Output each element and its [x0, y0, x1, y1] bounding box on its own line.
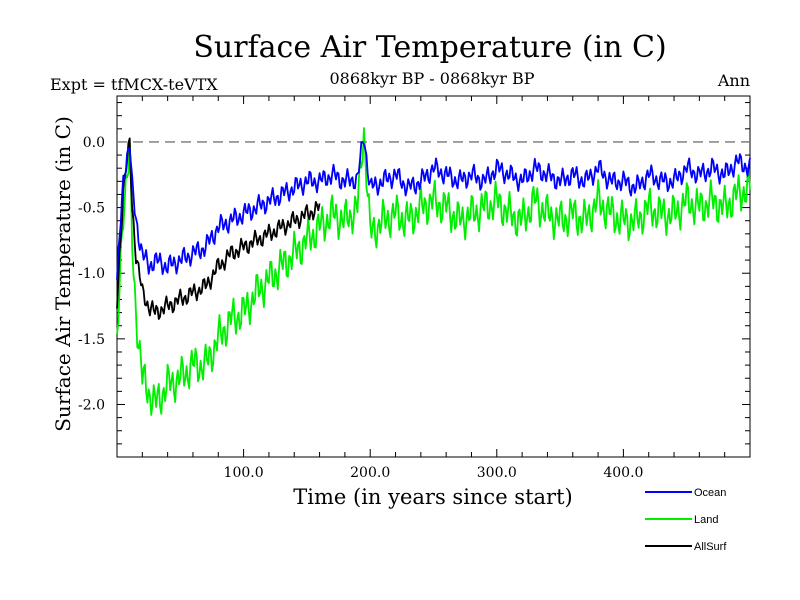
y-axis-label: Surface Air Temperature (in C) — [51, 116, 75, 432]
x-tick-label: 100.0 — [224, 465, 264, 481]
series-line-land — [116, 127, 751, 416]
series-line-allsurf — [116, 137, 321, 320]
experiment-label: Expt = tfMCX-teVTX — [50, 75, 218, 94]
x-tick-label: 400.0 — [603, 465, 643, 481]
y-tick-label: -1.0 — [78, 266, 105, 282]
legend-label-allsurf: AllSurf — [694, 541, 727, 553]
legend-label-ocean: Ocean — [694, 487, 726, 499]
legend: Ocean Land AllSurf — [645, 487, 727, 553]
x-axis-label: Time (in years since start) — [293, 485, 572, 509]
chart-title: Surface Air Temperature (in C) — [193, 30, 666, 65]
period-label: 0868kyr BP - 0868kyr BP — [330, 69, 535, 88]
season-label: Ann — [717, 71, 750, 90]
plot-area: 100.0 200.0 300.0 400.0 0.0 -0.5 -1.0 -1.5 -2.0 — [78, 95, 751, 481]
legend-label-land: Land — [694, 514, 718, 526]
y-tick-label: -0.5 — [78, 201, 105, 217]
x-tick-label: 200.0 — [350, 465, 390, 481]
y-tick-label: 0.0 — [83, 135, 105, 151]
series-line-ocean — [116, 141, 751, 280]
y-tick-label: -2.0 — [78, 397, 105, 413]
y-tick-label: -1.5 — [78, 332, 105, 348]
x-tick-label: 300.0 — [477, 465, 517, 481]
